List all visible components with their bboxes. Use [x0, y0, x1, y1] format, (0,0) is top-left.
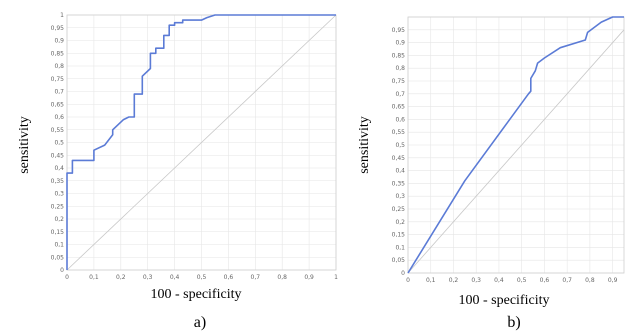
a-y-tick-label: 0,65 — [51, 101, 65, 108]
b-y-tick-label: 0,25 — [392, 206, 406, 213]
a-y-tick-label: 0,6 — [54, 114, 64, 121]
panel-a-grid — [66, 14, 337, 271]
a-y-tick-label: 0,15 — [51, 229, 65, 236]
b-y-tick-label: 0,65 — [392, 104, 406, 111]
b-y-tick-label: 0,95 — [392, 27, 406, 34]
a-y-tick-label: 0,55 — [51, 127, 65, 134]
b-x-tick-label: 0,8 — [585, 277, 595, 284]
a-y-tick-label: 0,4 — [54, 165, 64, 172]
panel-a-reference-line — [66, 14, 337, 271]
panel-a: 0 0,05 0,1 0,15 0,2 0,25 0,3 0,35 0,4 0,45 0,5 0,55… — [17, 12, 338, 331]
panel-b-reference-line — [407, 29, 625, 274]
b-x-tick-label: 0,3 — [471, 277, 481, 284]
panel-b-frame — [407, 16, 625, 274]
a-x-tick-label: 0,4 — [170, 274, 180, 281]
panel-b: 0,95 0,9 0,85 0,8 0,75 0,7 0,65 0,6 0,55 0,5 0,45 0… — [357, 16, 625, 331]
b-x-tick-label: 0,4 — [494, 277, 504, 284]
b-y-tick-label: 0,1 — [395, 244, 405, 251]
a-x-tick-label: 0,2 — [116, 274, 126, 281]
panel-b-x-axis-label: 100 - specificity — [459, 293, 550, 308]
b-y-tick-label: 0,4 — [395, 168, 405, 175]
b-y-tick-label: 0,6 — [395, 116, 405, 123]
panel-b-label: b) — [507, 314, 520, 331]
b-y-tick-label: 0,9 — [395, 40, 405, 47]
b-x-tick-label: 0,2 — [449, 277, 459, 284]
b-y-tick-label: 0,05 — [392, 257, 406, 264]
b-y-tick-label: 0,85 — [392, 52, 406, 59]
panel-a-y-ticks: 0 0,05 0,1 0,15 0,2 0,25 0,3 0,35 0,4 0,45 0,5 0,55… — [51, 12, 65, 274]
b-y-tick-label: 0,8 — [395, 65, 405, 72]
panel-a-x-ticks: 0 0,1 0,2 0,3 0,4 0,5 0,6 0,7 0,8 0,9 1 — [65, 274, 338, 281]
a-y-tick-label: 0,8 — [54, 63, 64, 70]
b-x-tick-label: 0,9 — [608, 277, 618, 284]
a-y-tick-label: 0,5 — [54, 140, 64, 147]
a-y-tick-label: 0,1 — [54, 242, 64, 249]
b-x-tick-label: 0,1 — [426, 277, 436, 284]
a-y-tick-label: 0,3 — [54, 191, 64, 198]
b-y-tick-label: 0,7 — [395, 91, 405, 98]
panel-b-grid — [407, 16, 624, 274]
panel-b-x-ticks: 0 0,1 0,2 0,3 0,4 0,5 0,6 0,7 0,8 0,9 — [406, 277, 617, 284]
a-x-tick-label: 0,8 — [277, 274, 287, 281]
b-x-tick-label: 0,6 — [540, 277, 550, 284]
a-x-tick-label: 0,6 — [224, 274, 234, 281]
b-y-tick-label: 0,75 — [392, 78, 406, 85]
a-x-tick-label: 1 — [334, 274, 338, 281]
b-y-tick-label: 0,55 — [392, 129, 406, 136]
panel-a-x-axis-label: 100 - specificity — [151, 287, 242, 302]
panel-a-y-axis-label: sensitivity — [17, 116, 32, 174]
a-x-tick-label: 0,1 — [89, 274, 99, 281]
a-x-tick-label: 0,9 — [304, 274, 314, 281]
a-y-tick-label: 0,9 — [54, 38, 64, 45]
b-y-tick-label: 0,5 — [395, 142, 405, 149]
a-y-tick-label: 0,05 — [51, 254, 65, 261]
panel-b-roc-curve — [407, 16, 624, 274]
a-x-tick-label: 0,5 — [197, 274, 207, 281]
a-y-tick-label: 0,35 — [51, 178, 65, 185]
a-y-tick-label: 0,7 — [54, 89, 64, 96]
b-y-tick-label: 0,15 — [392, 232, 406, 239]
a-x-tick-label: 0 — [65, 274, 69, 281]
a-y-tick-label: 1 — [60, 12, 64, 19]
panel-a-roc-curve — [66, 14, 336, 270]
a-x-tick-label: 0,3 — [143, 274, 153, 281]
b-y-tick-label: 0,45 — [392, 155, 406, 162]
a-y-tick-label: 0 — [60, 267, 64, 274]
b-x-tick-label: 0,5 — [517, 277, 527, 284]
a-y-tick-label: 0,2 — [54, 216, 64, 223]
b-y-tick-label: 0 — [401, 270, 405, 277]
a-x-tick-label: 0,7 — [251, 274, 261, 281]
b-y-tick-label: 0,3 — [395, 193, 405, 200]
a-y-tick-label: 0,75 — [51, 76, 65, 83]
panel-a-label: a) — [194, 314, 206, 331]
b-y-tick-label: 0,35 — [392, 180, 406, 187]
b-x-tick-label: 0,7 — [562, 277, 572, 284]
a-y-tick-label: 0,45 — [51, 152, 65, 159]
a-y-tick-label: 0,85 — [51, 50, 65, 57]
panel-b-y-axis-label: sensitivity — [357, 116, 372, 174]
a-y-tick-label: 0,25 — [51, 203, 65, 210]
panel-a-frame — [66, 14, 337, 271]
panel-b-y-ticks: 0,95 0,9 0,85 0,8 0,75 0,7 0,65 0,6 0,55 0,5 0,45 0… — [392, 27, 406, 277]
b-y-tick-label: 0,2 — [395, 219, 405, 226]
b-x-tick-label: 0 — [406, 277, 410, 284]
a-y-tick-label: 0,95 — [51, 25, 65, 32]
